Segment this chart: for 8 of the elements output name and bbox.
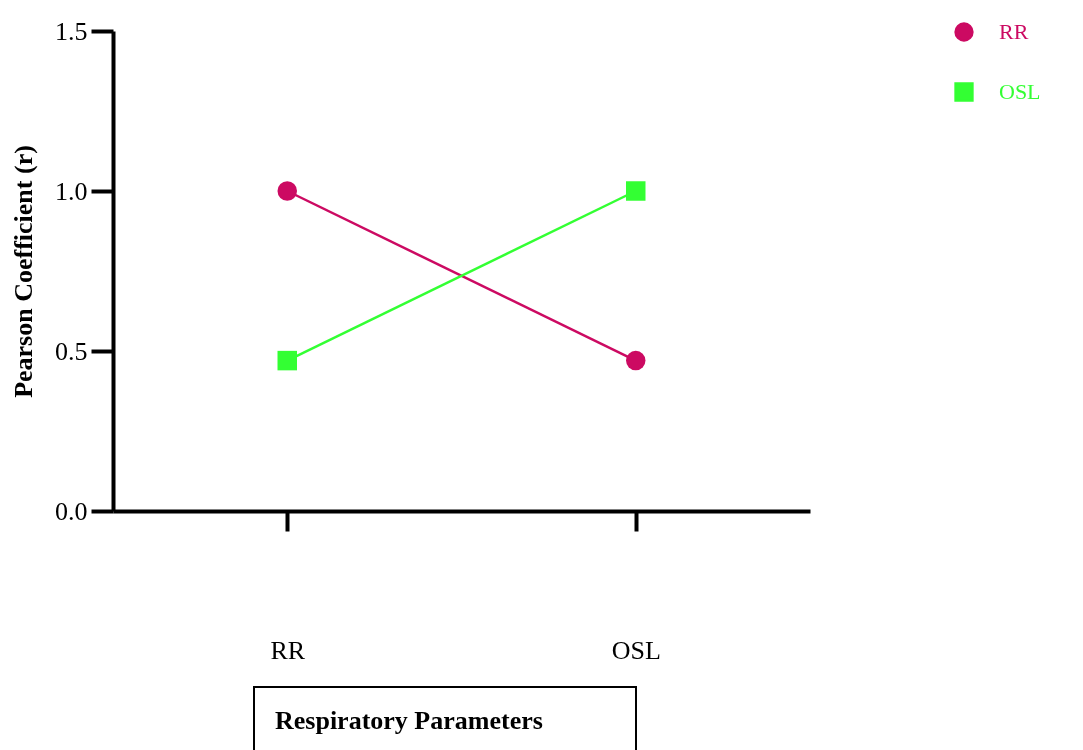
legend-label: OSL — [999, 79, 1041, 104]
y-tick-label: 1.0 — [55, 176, 88, 206]
y-tick-label: 0.0 — [55, 496, 88, 526]
legend-label: RR — [999, 19, 1029, 44]
y-tick-label: 0.5 — [55, 336, 88, 366]
y-tick-label: 1.5 — [55, 16, 88, 46]
y-axis-title: Pearson Coefficient (r) — [9, 145, 38, 398]
label-frame: Respiratory Parameters — [253, 686, 637, 750]
